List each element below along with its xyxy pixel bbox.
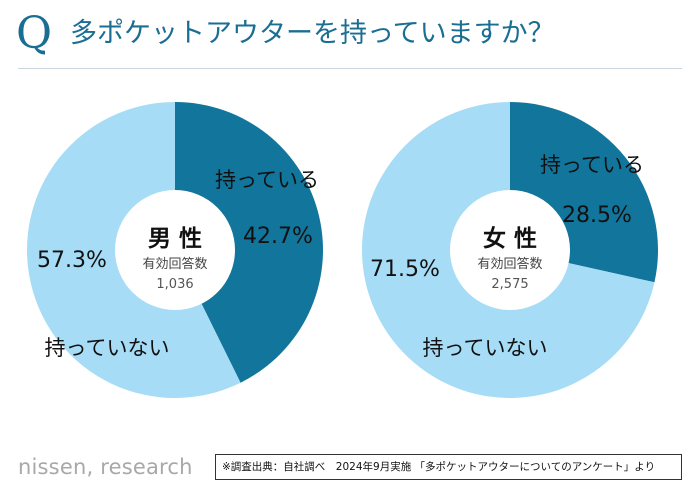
source-note: ※調査出典：自社調べ 2024年9月実施 「多ポケットアウターについてのアンケー… — [215, 454, 682, 480]
label-not-have-women: 持っていない — [423, 336, 548, 360]
donut-chart-women: 持っている 28.5% 71.5% 持っていない 女 性 有効回答数 2,575 — [362, 101, 659, 399]
donut-hole-women — [450, 190, 570, 310]
center-subtitle-men: 有効回答数 — [142, 256, 207, 272]
donut-chart-men: 持っている 42.7% 57.3% 持っていない 男 性 有効回答数 1,036 — [26, 101, 323, 399]
center-subtitle-women: 有効回答数 — [477, 256, 542, 272]
label-have-women: 持っている — [540, 153, 644, 177]
label-have-men: 持っている — [215, 168, 319, 192]
center-n-women: 2,575 — [491, 277, 528, 292]
center-title-men: 男 性 — [148, 226, 202, 252]
pct-not-have-men: 57.3% — [37, 248, 107, 273]
slice-have-men — [175, 102, 323, 383]
pct-not-have-women: 71.5% — [370, 257, 440, 282]
center-title-women: 女 性 — [483, 225, 537, 252]
title-divider — [18, 68, 682, 69]
pct-have-men: 42.7% — [243, 224, 313, 249]
donut-hole-men — [115, 190, 235, 310]
pct-have-women: 28.5% — [562, 203, 632, 228]
label-not-have-men: 持っていない — [45, 336, 170, 360]
brand-logo-text: nissen, research — [18, 455, 193, 479]
center-n-men: 1,036 — [156, 277, 193, 292]
q-letter: Q — [16, 8, 53, 59]
question-title: 多ポケットアウターを持っていますか？ — [70, 18, 555, 49]
